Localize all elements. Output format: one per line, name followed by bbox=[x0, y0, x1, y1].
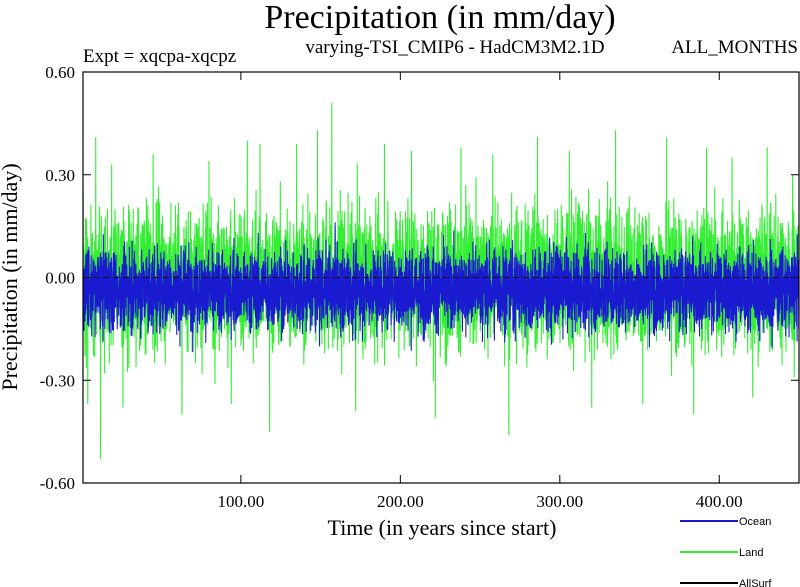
x-tick-label: 400.00 bbox=[696, 492, 743, 511]
chart-title: Precipitation (in mm/day) bbox=[264, 0, 615, 36]
y-tick-label: -0.30 bbox=[40, 371, 75, 390]
y-axis-label: Precipitation (in mm/day) bbox=[0, 163, 22, 390]
x-axis-label: Time (in years since start) bbox=[328, 515, 557, 540]
y-tick-label: 0.30 bbox=[45, 166, 75, 185]
series-line-ocean bbox=[83, 222, 799, 353]
y-tick-label: -0.60 bbox=[40, 474, 75, 493]
experiment-label: Expt = xqcpa-xqcpz bbox=[83, 46, 236, 67]
legend: Ocean Land AllSurf bbox=[680, 516, 772, 587]
plot-area bbox=[82, 71, 800, 484]
y-tick-label: 0.60 bbox=[45, 63, 75, 82]
x-tick-label: 100.00 bbox=[217, 492, 264, 511]
months-label: ALL_MONTHS bbox=[671, 37, 798, 58]
x-tick-label: 300.00 bbox=[536, 492, 583, 511]
y-tick-label: 0.00 bbox=[45, 269, 75, 288]
legend-label-allsurf: AllSurf bbox=[739, 578, 772, 587]
legend-label-ocean: Ocean bbox=[739, 516, 771, 528]
x-tick-label: 200.00 bbox=[377, 492, 424, 511]
model-label: varying-TSI_CMIP6 - HadCM3M2.1D bbox=[305, 37, 604, 58]
legend-label-land: Land bbox=[739, 547, 763, 559]
